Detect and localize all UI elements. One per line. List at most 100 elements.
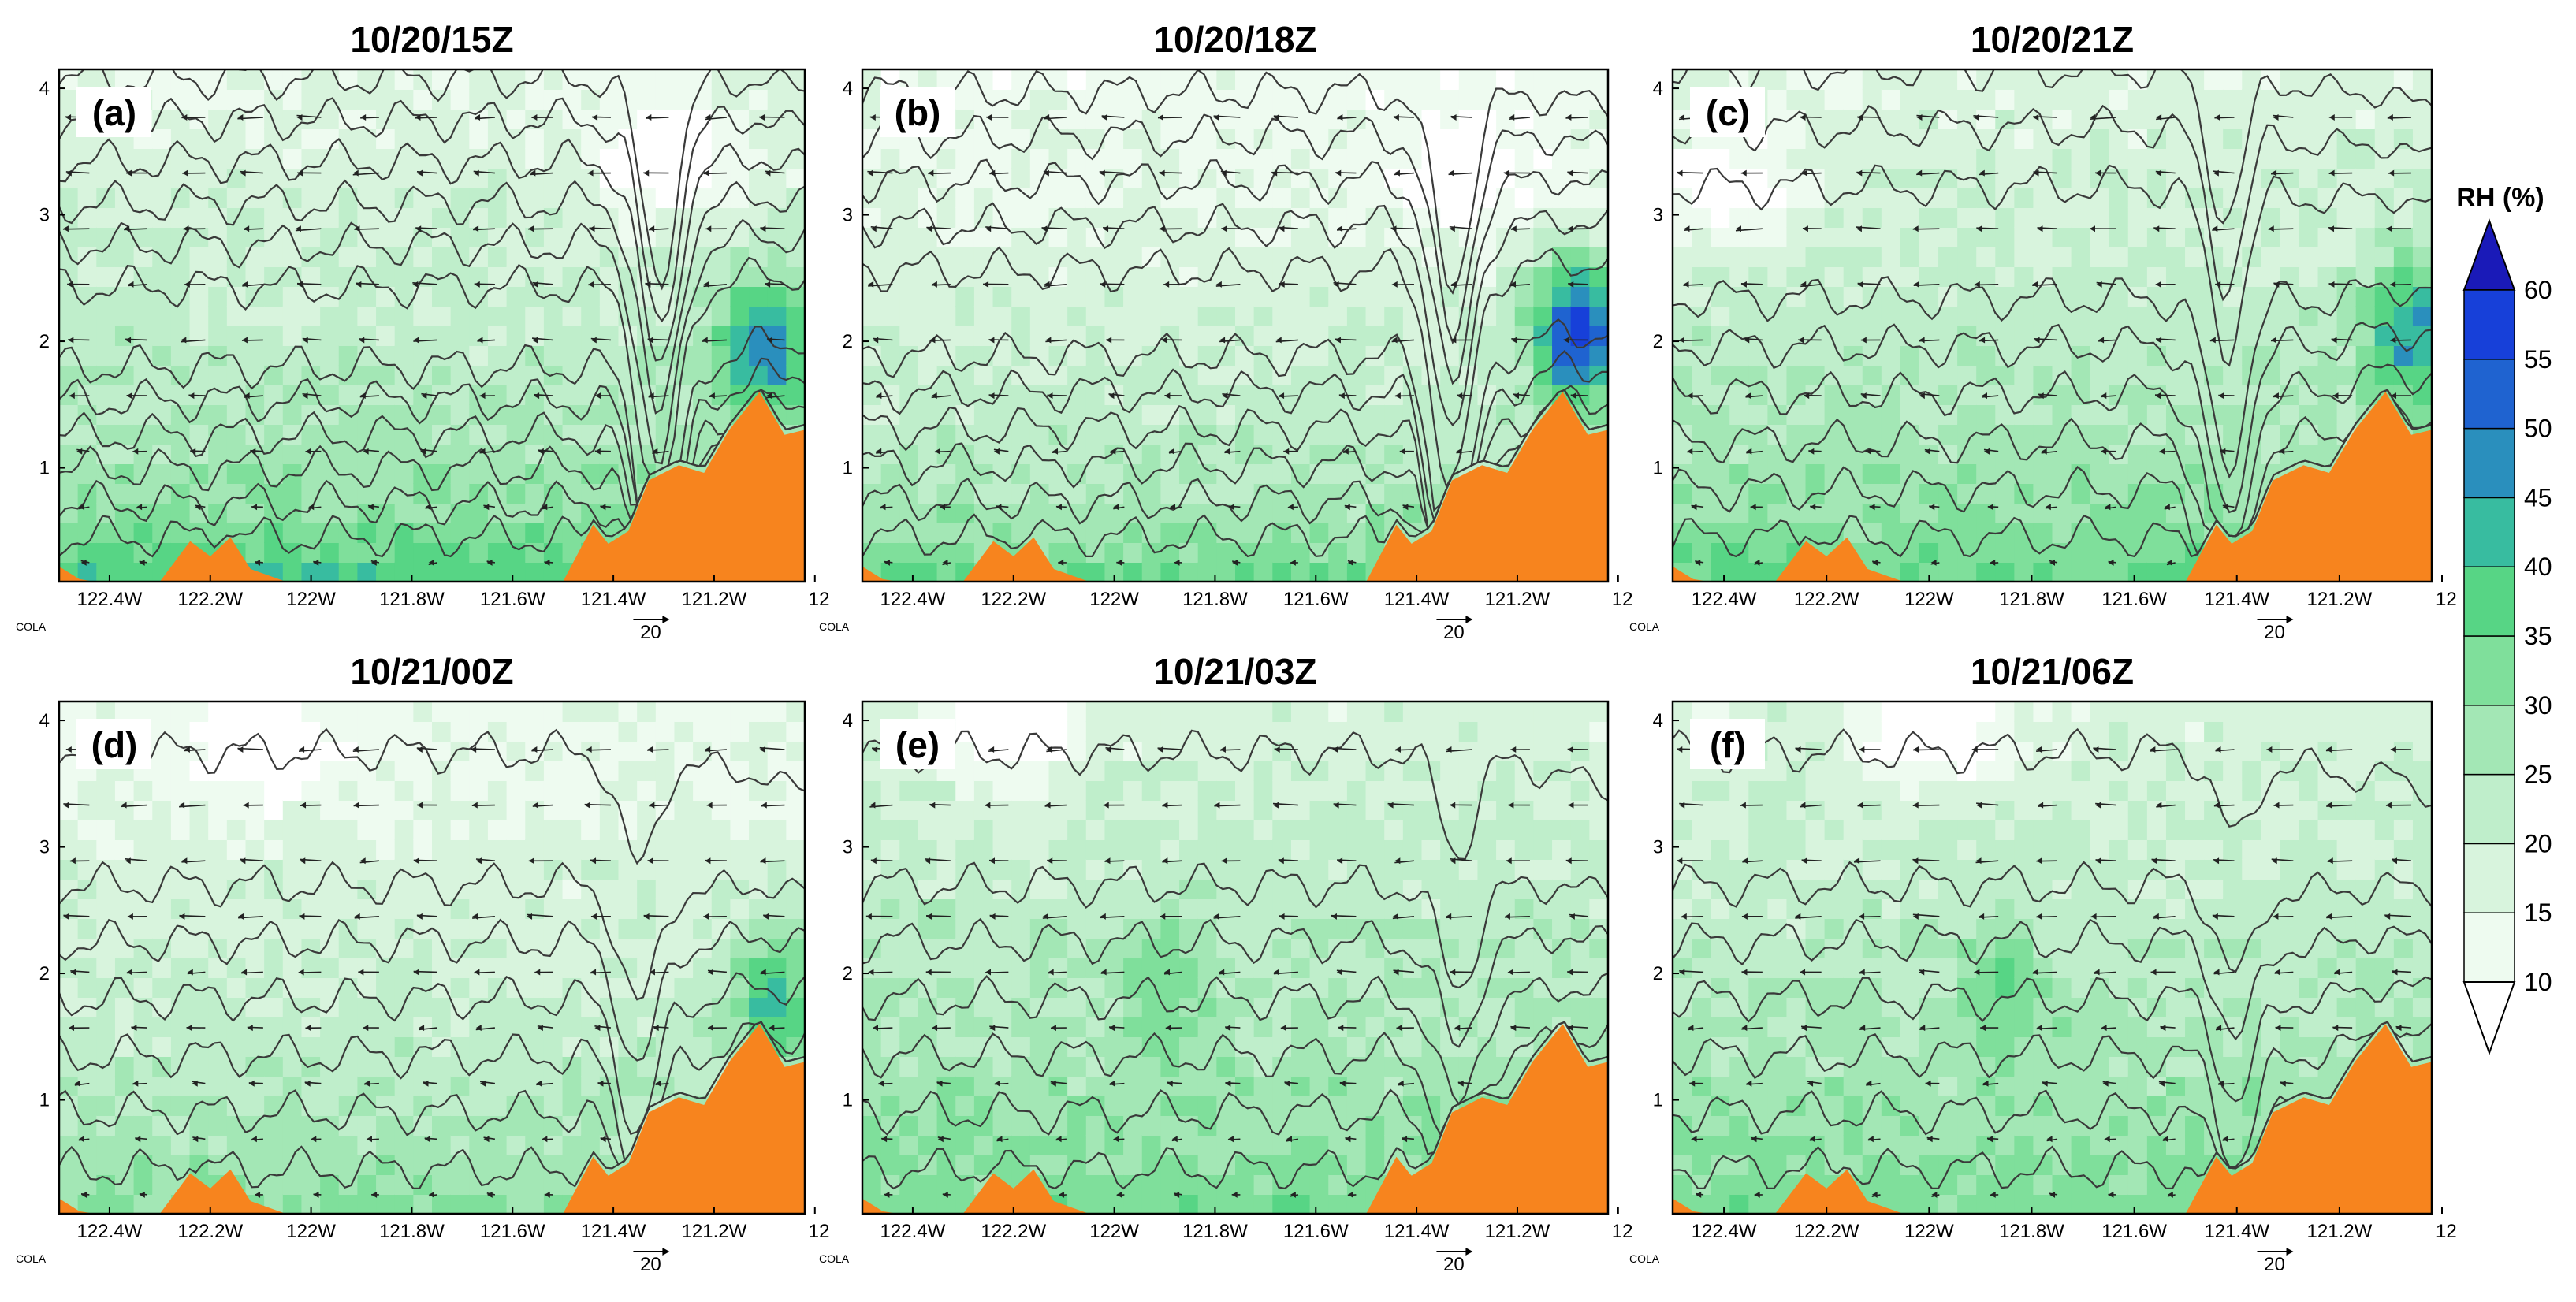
rh-cell xyxy=(1976,404,1997,425)
rh-cell xyxy=(543,780,564,801)
rh-cell xyxy=(1938,306,1959,326)
rh-cell xyxy=(1919,168,1940,188)
rh-cell xyxy=(133,542,154,563)
rh-cell xyxy=(376,306,396,326)
wind-vector-head xyxy=(765,281,771,288)
rh-cell xyxy=(880,345,901,366)
rh-cell xyxy=(1711,207,1731,228)
rh-cell xyxy=(208,859,228,880)
rh-cell xyxy=(432,542,452,563)
rh-cell xyxy=(599,306,620,326)
rh-cell xyxy=(152,128,172,149)
rh-cell xyxy=(264,109,284,129)
rh-cell xyxy=(1496,365,1516,385)
rh-cell xyxy=(301,424,322,445)
rh-cell xyxy=(1786,424,1807,445)
rh-cell xyxy=(1881,404,1901,425)
rh-cell xyxy=(1786,128,1807,149)
wind-vector xyxy=(2222,504,2235,508)
rh-cell xyxy=(973,168,994,188)
wind-vector-head xyxy=(63,802,69,809)
rh-cell xyxy=(2127,404,2148,425)
rh-cell xyxy=(2127,168,2148,188)
rh-cell xyxy=(1496,69,1516,90)
rh-cell xyxy=(562,69,583,90)
rh-cell xyxy=(2014,89,2034,110)
rh-cell xyxy=(2127,227,2148,247)
rh-cell xyxy=(59,306,79,326)
rh-cell xyxy=(1843,483,1863,504)
wind-vector-head xyxy=(125,857,131,865)
rh-cell xyxy=(711,168,731,188)
rh-cell xyxy=(2146,483,2167,504)
rh-cell xyxy=(450,1174,471,1195)
rh-cell xyxy=(2090,404,2110,425)
rh-cell xyxy=(1957,306,1978,326)
rh-cell xyxy=(1085,286,1106,307)
rh-cell xyxy=(133,306,154,326)
rh-cell xyxy=(1843,148,1863,169)
x-tick-label: 121.6W xyxy=(2101,589,2167,610)
rh-cell xyxy=(918,286,938,307)
rh-cell xyxy=(1824,207,1845,228)
rh-cell xyxy=(2052,523,2072,543)
rh-cell xyxy=(525,761,545,781)
rh-cell xyxy=(767,839,787,860)
rh-cell xyxy=(77,958,98,978)
rh-cell xyxy=(2090,542,2110,563)
rh-cell xyxy=(862,306,882,326)
rh-cell xyxy=(1440,148,1460,169)
rh-cell xyxy=(450,839,471,860)
rh-cell xyxy=(543,168,564,188)
rh-cell xyxy=(338,483,359,504)
rh-cell xyxy=(1104,503,1125,523)
theta-contour xyxy=(59,326,805,507)
rh-cell xyxy=(432,918,452,939)
rh-cell xyxy=(376,898,396,919)
rh-cell xyxy=(1253,444,1274,464)
rh-cell xyxy=(599,701,620,722)
rh-cell xyxy=(77,839,98,860)
rh-cell xyxy=(506,1194,527,1214)
rh-cell xyxy=(469,1194,489,1214)
rh-cell xyxy=(1957,148,1978,169)
wind-vector-head xyxy=(76,448,83,455)
rh-cell xyxy=(1235,148,1255,169)
rh-cell xyxy=(1767,542,1788,563)
rh-cell xyxy=(170,977,191,998)
rh-cell xyxy=(226,503,247,523)
rh-cell xyxy=(1197,227,1218,247)
y-tick-label: 4 xyxy=(1653,78,1663,99)
rh-cell xyxy=(189,1115,210,1136)
rh-cell xyxy=(599,859,620,880)
wind-vector-head xyxy=(544,559,550,566)
rh-cell xyxy=(1085,326,1106,346)
rh-cell xyxy=(264,69,284,90)
wind-vector-head xyxy=(2095,169,2101,177)
rh-cell xyxy=(1862,69,1882,90)
x-tick-label: 121.6W xyxy=(480,589,545,610)
rh-cell xyxy=(432,958,452,978)
rh-cell xyxy=(189,918,210,939)
rh-cell xyxy=(1570,306,1591,326)
rh-cell xyxy=(562,721,583,742)
theta-contour xyxy=(59,97,805,323)
rh-cell xyxy=(1309,345,1330,366)
rh-cell xyxy=(2412,227,2432,247)
rh-cell xyxy=(543,188,564,208)
rh-cell xyxy=(1786,286,1807,307)
rh-cell xyxy=(1711,404,1731,425)
rh-cell xyxy=(320,958,340,978)
rh-cell xyxy=(581,839,601,860)
wind-vector-head xyxy=(1691,504,1697,511)
rh-cell xyxy=(1570,188,1591,208)
rh-cell xyxy=(450,188,471,208)
rh-cell xyxy=(226,839,247,860)
wind-vector-head xyxy=(69,392,75,400)
rh-cell xyxy=(918,345,938,366)
wind-vector-head xyxy=(255,559,261,566)
rh-cell xyxy=(394,306,415,326)
rh-cell xyxy=(487,89,508,110)
rh-cell xyxy=(1421,148,1442,169)
rh-cell xyxy=(1692,562,1712,582)
